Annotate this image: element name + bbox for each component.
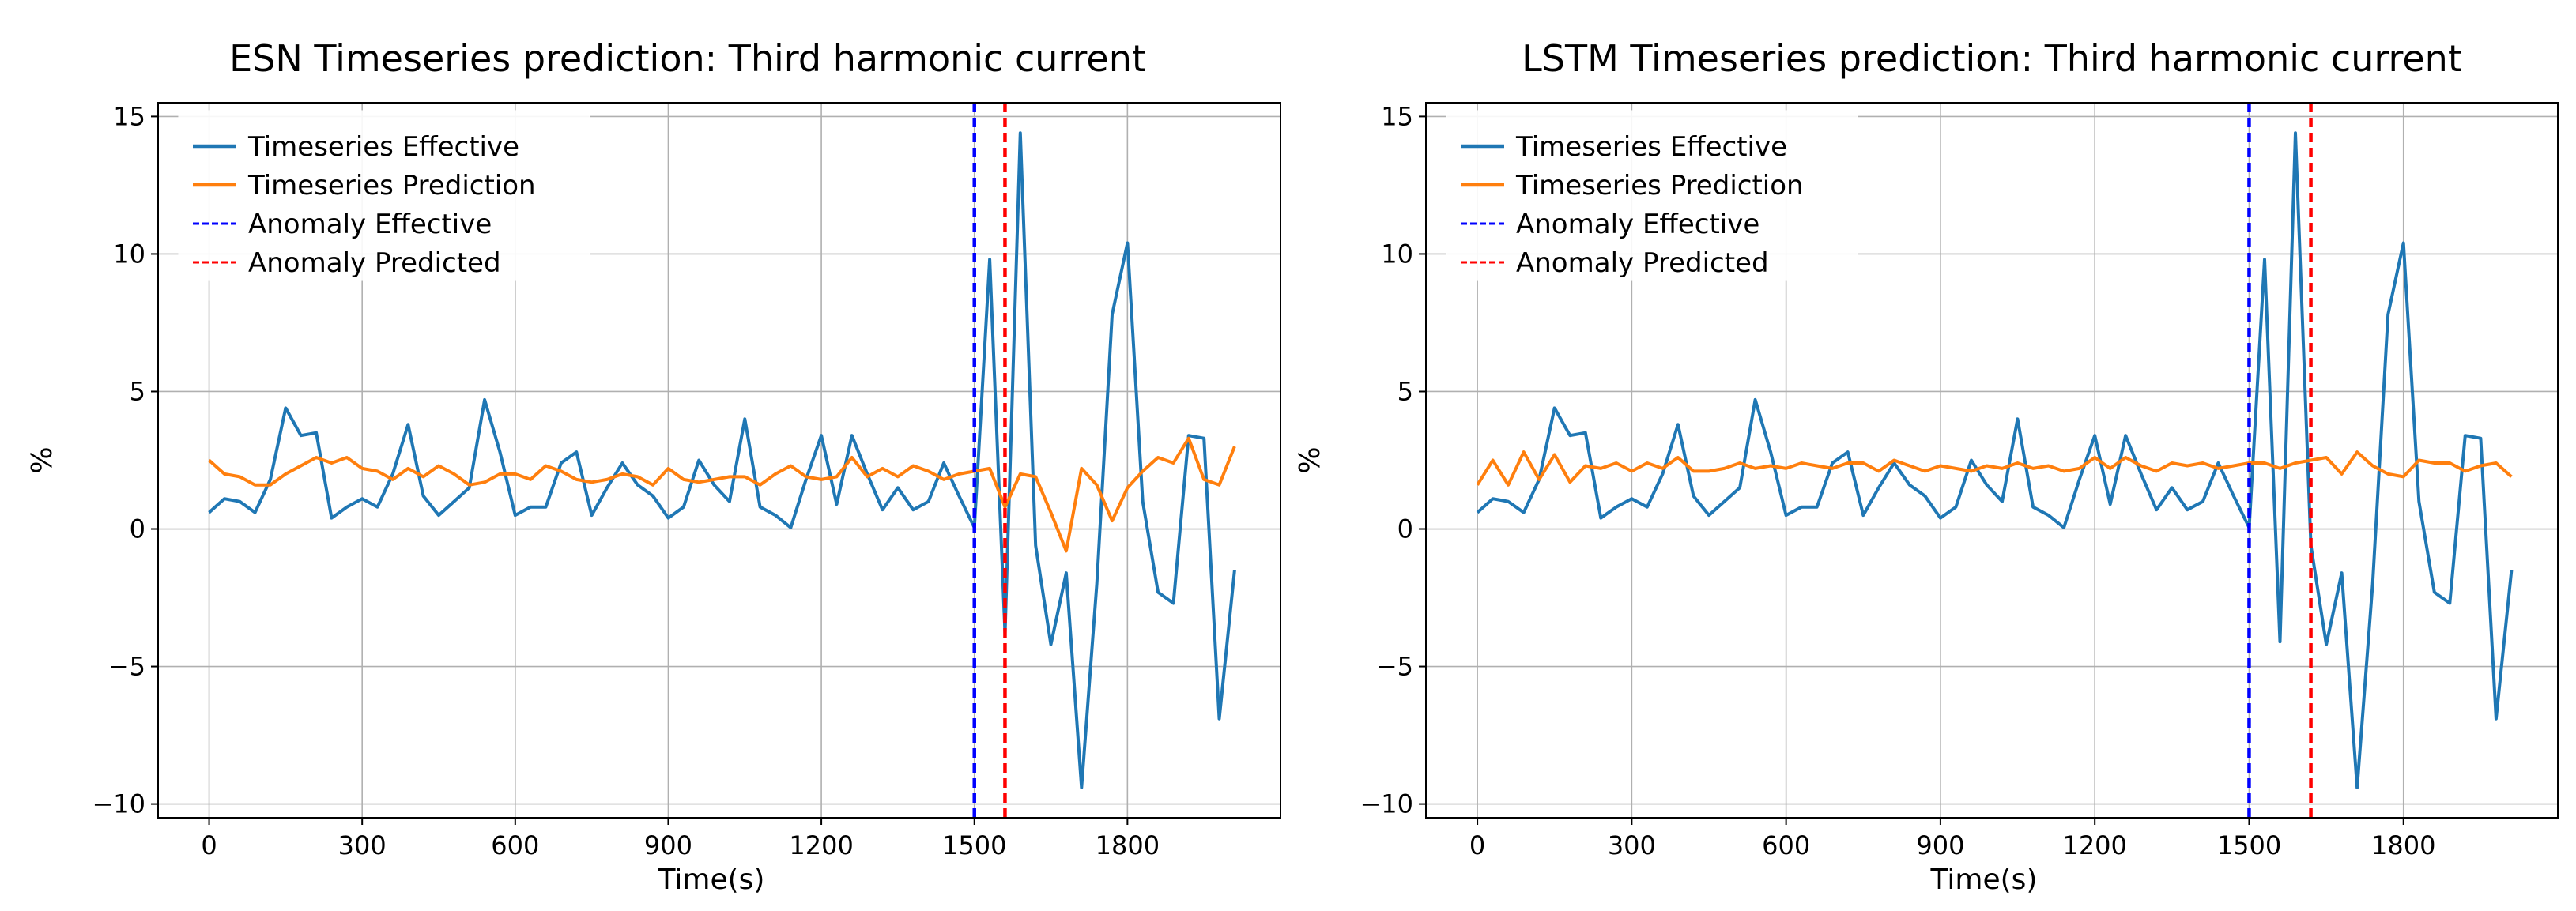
legend-label: Anomaly Effective	[248, 209, 492, 240]
legend-label: Timeseries Effective	[247, 131, 519, 163]
x-tick-label: 1800	[1096, 830, 1160, 860]
series-line	[1476, 450, 2513, 487]
y-tick-label: 10	[113, 239, 145, 269]
x-axis-label: Time(s)	[1930, 864, 2038, 896]
x-tick-label: 0	[1469, 830, 1485, 860]
y-tick-label: −5	[1376, 652, 1413, 682]
legend-label: Anomaly Predicted	[248, 247, 501, 279]
x-tick-label: 300	[1608, 830, 1656, 860]
y-tick-label: 5	[130, 376, 145, 406]
x-tick-label: 1800	[2371, 830, 2435, 860]
x-tick-label: 300	[338, 830, 387, 860]
y-tick-label: 10	[1381, 239, 1413, 269]
x-tick-label: 0	[201, 830, 217, 860]
plot-frame	[1425, 102, 2559, 819]
chart-title: LSTM Timeseries prediction: Third harmon…	[1522, 37, 2462, 80]
chart-title: ESN Timeseries prediction: Third harmoni…	[229, 37, 1146, 80]
x-tick-label: 900	[644, 830, 692, 860]
series-line	[208, 131, 1236, 789]
y-tick-label: 0	[130, 514, 145, 544]
legend-label: Timeseries Prediction	[1515, 170, 1804, 201]
x-tick-label: 900	[1916, 830, 1964, 860]
y-tick-label: −10	[1360, 789, 1413, 819]
chart-panel-2: LSTM Timeseries prediction: Third harmon…	[1294, 37, 2559, 896]
x-tick-label: 600	[1762, 830, 1810, 860]
y-tick-label: 15	[1381, 101, 1413, 131]
series-line	[208, 436, 1236, 553]
y-tick-label: −10	[92, 789, 145, 819]
x-axis-label: Time(s)	[658, 864, 765, 896]
y-axis-label: %	[1294, 446, 1326, 473]
series-line	[1476, 131, 2514, 789]
x-tick-label: 1500	[942, 830, 1006, 860]
y-axis-label: %	[26, 446, 58, 473]
x-tick-label: 600	[491, 830, 539, 860]
legend-label: Anomaly Predicted	[1516, 247, 1769, 279]
legend-box	[178, 110, 590, 281]
plot-frame	[157, 102, 1281, 819]
y-tick-label: −5	[108, 652, 145, 682]
y-tick-label: 0	[1397, 514, 1413, 544]
x-tick-label: 1500	[2217, 830, 2281, 860]
legend-box	[1446, 110, 1858, 281]
x-tick-label: 1200	[2062, 830, 2126, 860]
x-tick-label: 1200	[789, 830, 853, 860]
y-tick-label: 5	[1397, 376, 1413, 406]
legend-label: Anomaly Effective	[1516, 209, 1759, 240]
y-tick-label: 15	[113, 101, 145, 131]
legend-label: Timeseries Effective	[1515, 131, 1787, 163]
chart-panel-1: ESN Timeseries prediction: Third harmoni…	[26, 37, 1281, 896]
legend-label: Timeseries Prediction	[247, 170, 536, 201]
